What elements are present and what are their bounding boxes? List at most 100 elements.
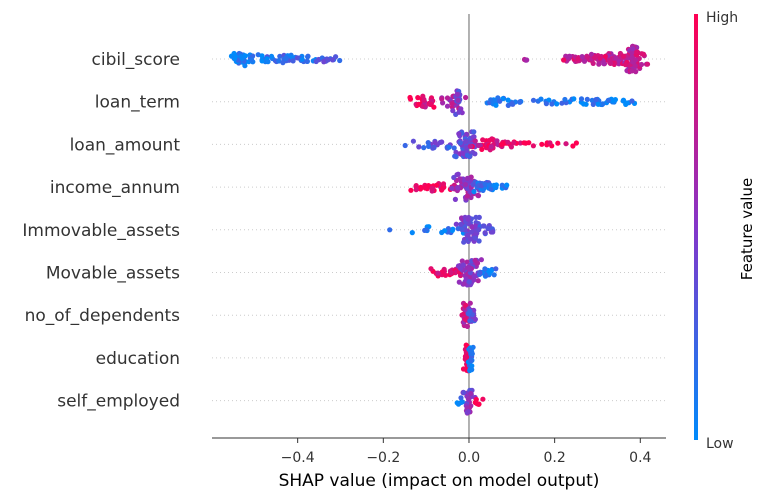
- data-point: [492, 98, 498, 104]
- feature-label-self-employed: self_employed: [57, 392, 180, 412]
- data-point: [480, 137, 486, 143]
- data-point: [461, 281, 467, 287]
- data-point: [472, 151, 478, 157]
- data-point: [467, 300, 473, 306]
- data-point: [469, 363, 475, 369]
- data-point: [277, 53, 283, 59]
- data-point: [465, 409, 471, 415]
- data-point: [444, 95, 451, 101]
- data-point: [602, 53, 608, 59]
- data-point: [629, 68, 635, 74]
- data-point: [476, 227, 482, 233]
- feature-rows: cibil_score loan_term loan_amount income_an…: [22, 50, 666, 412]
- data-point: [601, 61, 607, 67]
- data-point: [581, 58, 588, 64]
- data-point: [511, 140, 517, 146]
- data-point: [455, 185, 461, 191]
- data-point: [435, 270, 441, 276]
- data-point: [437, 139, 443, 146]
- feature-label-movable-assets: Movable_assets: [46, 264, 180, 284]
- data-point: [622, 62, 629, 68]
- data-point: [584, 53, 590, 59]
- data-point: [530, 97, 537, 103]
- data-point: [491, 272, 497, 278]
- data-point: [416, 144, 422, 150]
- feature-label-loan-amount: loan_amount: [70, 135, 181, 155]
- data-point: [471, 189, 477, 195]
- data-point: [407, 96, 414, 102]
- data-point: [469, 351, 475, 357]
- data-point: [463, 94, 469, 101]
- data-point: [467, 318, 473, 324]
- feature-label-no-of-dependents: no_of_dependents: [25, 306, 181, 326]
- data-point: [634, 49, 640, 55]
- data-point: [638, 61, 645, 68]
- data-point: [425, 140, 431, 146]
- data-point: [472, 316, 478, 322]
- data-point: [612, 97, 619, 103]
- data-point: [450, 108, 456, 114]
- data-point: [458, 395, 464, 401]
- data-point: [521, 140, 527, 146]
- data-point: [613, 55, 619, 61]
- data-point: [461, 239, 467, 245]
- data-point: [424, 227, 430, 233]
- feature-label-immovable-assets: Immovable_assets: [22, 221, 180, 241]
- data-point: [620, 97, 627, 103]
- data-point: [490, 229, 496, 235]
- data-point: [499, 141, 505, 147]
- data-point: [462, 354, 469, 360]
- data-point: [465, 216, 471, 222]
- data-point: [644, 61, 651, 67]
- colorbar-high-label: High: [706, 10, 738, 26]
- data-point: [640, 51, 647, 57]
- data-point: [505, 139, 511, 145]
- data-point: [472, 138, 478, 144]
- data-point: [422, 185, 428, 191]
- data-point: [488, 186, 494, 192]
- data-point: [487, 137, 493, 143]
- data-point: [606, 57, 613, 63]
- data-point: [304, 58, 310, 64]
- data-point: [444, 103, 451, 109]
- data-point: [449, 185, 455, 191]
- data-point: [265, 59, 271, 65]
- data-point: [413, 187, 419, 193]
- data-point: [466, 395, 472, 401]
- data-point: [455, 401, 462, 407]
- data-point: [402, 142, 408, 149]
- data-points: [228, 43, 651, 416]
- data-point: [480, 396, 486, 402]
- data-point: [471, 129, 477, 135]
- data-point: [471, 277, 477, 283]
- data-point: [504, 182, 510, 188]
- data-point: [566, 53, 573, 59]
- data-point: [488, 268, 494, 274]
- data-point: [464, 259, 470, 265]
- data-point: [477, 142, 483, 149]
- data-point: [455, 97, 461, 103]
- data-point: [451, 145, 457, 151]
- data-point: [600, 101, 606, 107]
- data-point: [530, 143, 537, 149]
- colorbar-gradient: [694, 14, 698, 440]
- data-point: [387, 227, 393, 233]
- data-point: [426, 143, 432, 149]
- data-point: [421, 145, 427, 151]
- colorbar-title: Feature value: [738, 178, 756, 280]
- data-point: [575, 56, 581, 62]
- data-point: [597, 55, 603, 61]
- data-point: [290, 58, 296, 64]
- data-point: [457, 140, 463, 146]
- data-point: [479, 146, 485, 152]
- data-point: [231, 50, 237, 57]
- data-point: [559, 100, 565, 106]
- data-point: [488, 97, 494, 103]
- data-point: [321, 59, 327, 65]
- data-point: [259, 58, 265, 64]
- data-point: [467, 188, 473, 194]
- data-point: [469, 367, 475, 373]
- data-point: [415, 95, 421, 101]
- data-point: [451, 174, 457, 181]
- data-point: [337, 57, 343, 64]
